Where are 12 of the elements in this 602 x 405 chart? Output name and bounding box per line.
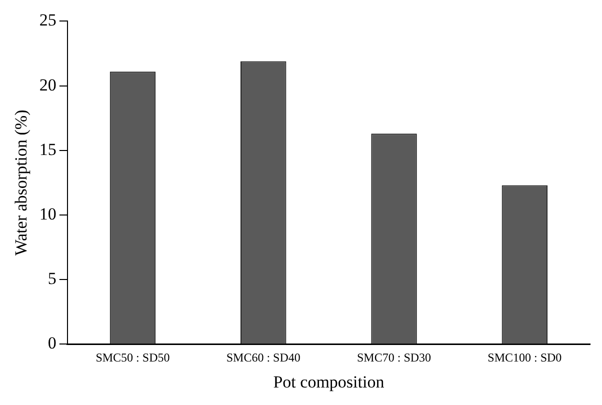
y-tick-label: 0 xyxy=(48,334,56,353)
x-tick-label: SMC100 : SD0 xyxy=(488,350,562,365)
y-axis-title: Water absorption (%) xyxy=(12,110,31,256)
y-tick-label: 15 xyxy=(39,140,56,159)
x-tick-label: SMC60 : SD40 xyxy=(226,350,300,365)
y-tick-label: 20 xyxy=(39,75,56,94)
x-tick-label: SMC70 : SD30 xyxy=(357,350,432,365)
x-axis-title: Pot composition xyxy=(273,372,385,392)
x-tick-label: SMC50 : SD50 xyxy=(96,350,170,365)
y-tick-label: 5 xyxy=(48,269,56,288)
y-tick-label: 10 xyxy=(39,204,56,224)
y-tick-label: 25 xyxy=(39,10,56,30)
